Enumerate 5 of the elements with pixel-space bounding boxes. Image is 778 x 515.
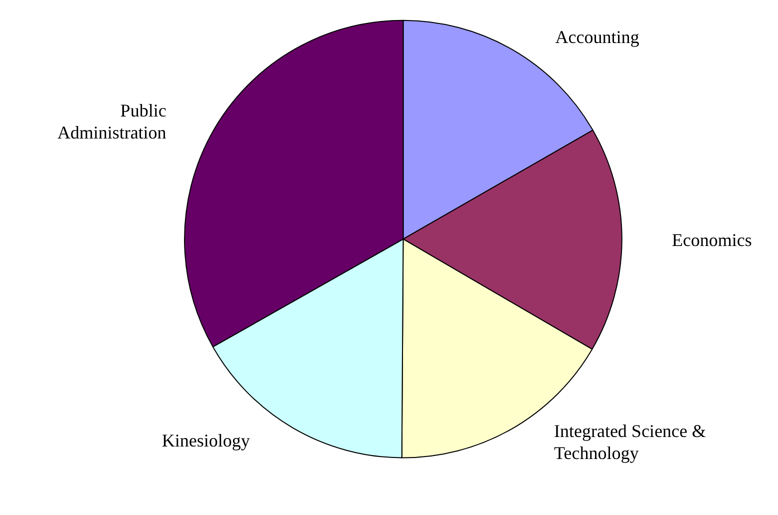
- slice-label: Economics: [672, 230, 752, 250]
- slice-label: Public Administration: [57, 100, 166, 142]
- slice-label: Accounting: [555, 26, 640, 47]
- slice-label: Integrated Science & Technology: [554, 421, 706, 464]
- slice-label: Kinesiology: [162, 430, 250, 451]
